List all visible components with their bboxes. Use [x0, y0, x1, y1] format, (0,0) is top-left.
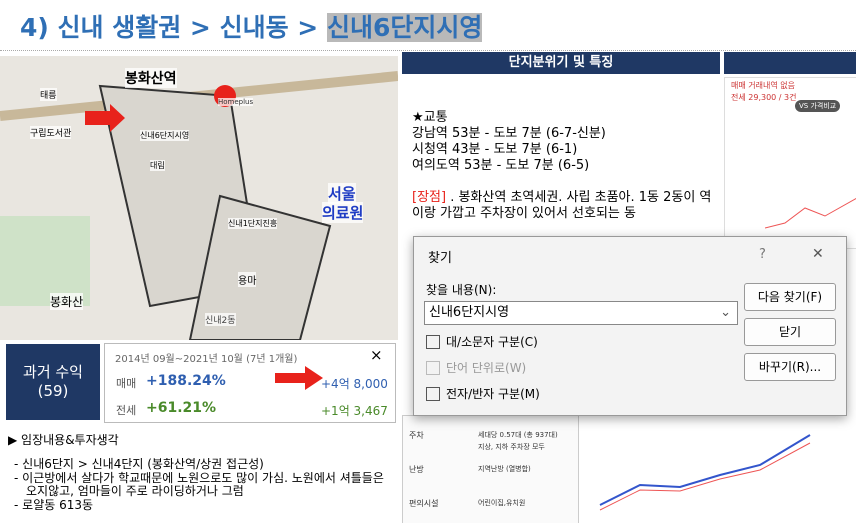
checkbox-box — [426, 360, 440, 375]
title-prefix: 4) 신내 생활권 > 신내동 > — [20, 13, 327, 42]
title: 4) 신내 생활권 > 신내동 > 신내6단지시영 — [20, 8, 483, 44]
amount: +1억 3,467 — [321, 404, 388, 418]
help-button[interactable]: ? — [759, 247, 766, 262]
map-label: 신내2동 — [205, 313, 236, 326]
bullet: - 신내6단지 > 신내4단지 (봉화산역/상권 접근성) — [14, 457, 264, 471]
returns-title: 과거 수익 — [23, 363, 83, 381]
map-label: 태릉 — [40, 88, 57, 101]
find-label: 찾을 내용(N): — [426, 283, 497, 297]
returns-box: 2014년 09월~2021년 10월 (7년 1개월) × — [104, 343, 396, 423]
bullet: - 로얄동 613동 — [14, 498, 94, 512]
dialog-button[interactable]: 다음 찾기(F) — [744, 283, 836, 311]
table-cell: 세대당 0.57대 (총 937대) — [478, 431, 558, 439]
dialog-button[interactable]: 바꾸기(R)... — [744, 353, 836, 381]
find-input[interactable]: 신내6단지시영 ⌄ — [424, 301, 738, 325]
merit-tag: [장점] — [412, 190, 447, 205]
amount: +4억 8,000 — [321, 377, 388, 391]
map-label: 봉화산 — [50, 293, 84, 310]
table-cell: 난방 — [409, 465, 424, 474]
map-label: 대림 — [150, 160, 165, 171]
trade-sale: 매매 거래내역 없음 — [731, 81, 795, 90]
checkbox-label: 대/소문자 구분(C) — [446, 335, 538, 349]
map-label: 의료원 — [322, 202, 364, 223]
map-label: 봉화산역 — [125, 68, 177, 88]
trade-rent: 전세 29,300 / 3건 — [731, 93, 797, 102]
checkbox-box — [426, 386, 440, 401]
table-cell: 지역난방 (열병합) — [478, 465, 531, 473]
transit-item: 강남역 53분 - 도보 7분 (6-7-신분) — [412, 126, 606, 141]
returns-count: (59) — [37, 382, 69, 400]
map-label: 구립도서관 — [30, 126, 72, 139]
map-label: 서울 — [328, 183, 356, 204]
price-chart — [599, 434, 811, 511]
map-label: Homeplus — [218, 98, 254, 106]
period: 2014년 09월~2021년 10월 (7년 1개월) — [115, 354, 298, 365]
checkbox-box — [426, 334, 440, 349]
trade-chart: 매매 거래내역 없음 전세 29,300 / 3건 VS 가격비교 — [724, 77, 856, 249]
features-header: 단지분위기 및 특징 — [402, 52, 720, 74]
chart-header — [724, 52, 856, 74]
rate: +61.21% — [146, 400, 217, 416]
checkbox-label: 단어 단위로(W) — [446, 361, 527, 375]
transit-item: 여의도역 53분 - 도보 7분 (6-5) — [412, 158, 590, 173]
notes-heading: ▶ 임장내용&투자생각 — [8, 433, 119, 447]
map-label: 용마 — [238, 272, 257, 287]
table-cell: 편의시설 — [409, 499, 439, 508]
title-bar: 4) 신내 생활권 > 신내동 > 신내6단지시영 — [0, 0, 856, 51]
table-cell: 어린이집,유치원 — [478, 499, 526, 507]
transit-title: ★교통 — [412, 110, 448, 125]
arrow — [275, 366, 323, 390]
compare-pill[interactable]: VS 가격비교 — [795, 100, 841, 112]
bullet: - 이근방에서 살다가 학교때문에 노원으로도 많이 가심. 노원에서 셔틀들은… — [14, 471, 384, 498]
title-highlight: 신내6단지시영 — [326, 13, 483, 42]
notes: - 신내6단지 > 신내4단지 (봉화산역/상권 접근성) - 이근방에서 살다가… — [8, 458, 393, 513]
transit-list: 강남역 53분 - 도보 7분 (6-7-신분) 시청역 43분 - 도보 7분 … — [412, 126, 606, 174]
trade-type: 전세 — [116, 404, 137, 417]
map-label: 신내1단지진흥 — [228, 218, 278, 229]
returns-label: 과거 수익 (59) — [6, 344, 100, 420]
close-button[interactable]: ✕ — [812, 246, 824, 262]
checkbox-label: 전자/반자 구분(M) — [446, 387, 540, 401]
price-line — [765, 197, 856, 229]
trade-type: 매매 — [116, 377, 137, 390]
map-label: 신내6단지시영 — [140, 130, 190, 141]
transit-item: 시청역 43분 - 도보 7분 (6-1) — [412, 142, 578, 157]
merit-text: . 봉화산역 초역세권. 사립 초품아. 1동 2동이 역이랑 가깝고 주차장이… — [412, 190, 712, 221]
dialog-title: 찾기 — [428, 251, 452, 266]
checkbox[interactable]: 대/소문자 구분(C) — [426, 333, 538, 350]
rate: +188.24% — [146, 373, 226, 389]
table-cell: 주차 — [409, 431, 424, 440]
transit: ★교통 강남역 53분 - 도보 7분 (6-7-신분) 시청역 43분 - 도보… — [412, 110, 606, 174]
table-cell: 지상, 지하 주차장 모두 — [478, 443, 545, 451]
close-icon[interactable]: × — [370, 346, 383, 364]
query: 신내6단지시영 — [429, 305, 510, 320]
checkbox[interactable]: 전자/반자 구분(M) — [426, 385, 540, 402]
merit: [장점] . 봉화산역 초역세권. 사립 초품아. 1동 2동이 역이랑 가깝고… — [412, 190, 717, 222]
dialog-button[interactable]: 닫기 — [744, 318, 836, 346]
checkbox[interactable]: 단어 단위로(W) — [426, 359, 526, 376]
